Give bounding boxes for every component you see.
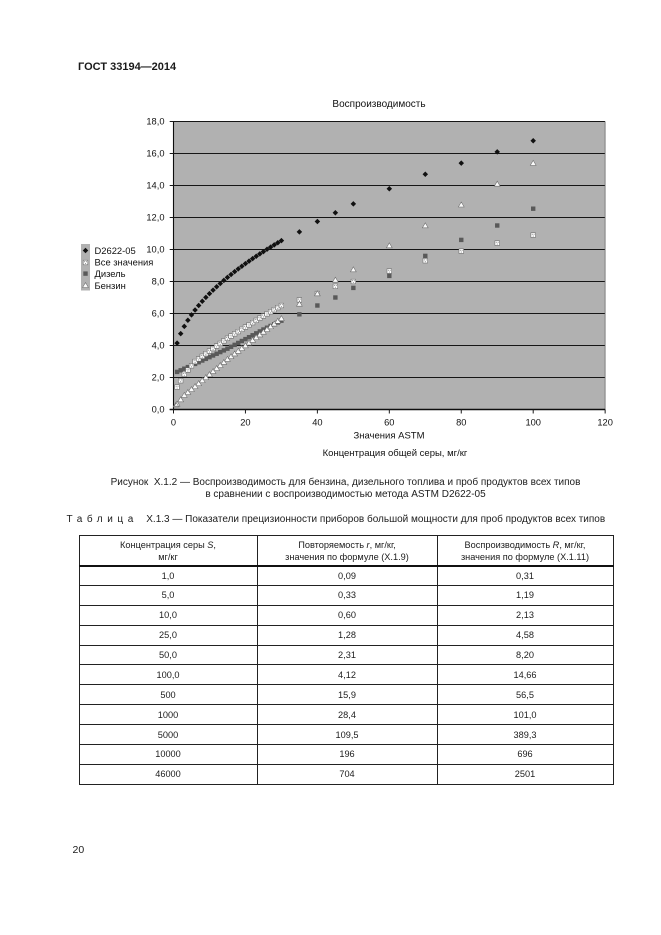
svg-text:80: 80 (456, 418, 466, 428)
svg-text:8,0: 8,0 (152, 277, 165, 287)
svg-text:120: 120 (597, 418, 613, 428)
svg-text:Дизель: Дизель (95, 268, 126, 279)
svg-text:14,0: 14,0 (146, 181, 164, 191)
svg-text:2,0: 2,0 (152, 373, 165, 383)
svg-text:D2622-05: D2622-05 (95, 245, 136, 256)
svg-text:16,0: 16,0 (146, 149, 164, 159)
svg-text:40: 40 (312, 418, 322, 428)
svg-text:4,0: 4,0 (152, 341, 165, 351)
svg-text:0,0: 0,0 (152, 405, 165, 415)
svg-text:0: 0 (171, 418, 176, 428)
svg-text:18,0: 18,0 (146, 117, 164, 127)
svg-text:Значения ASTM: Значения ASTM (353, 431, 424, 442)
svg-text:Концентрация общей серы, мг/кг: Концентрация общей серы, мг/кг (323, 448, 468, 459)
svg-text:6,0: 6,0 (152, 309, 165, 319)
svg-text:12,0: 12,0 (146, 213, 164, 223)
svg-text:Воспроизводимость: Воспроизводимость (332, 99, 425, 110)
svg-text:10,0: 10,0 (146, 245, 164, 255)
svg-text:Бензин: Бензин (95, 280, 126, 291)
svg-text:100: 100 (525, 418, 541, 428)
svg-text:Все значения: Все значения (95, 257, 154, 268)
svg-text:60: 60 (384, 418, 394, 428)
svg-text:20: 20 (240, 418, 250, 428)
